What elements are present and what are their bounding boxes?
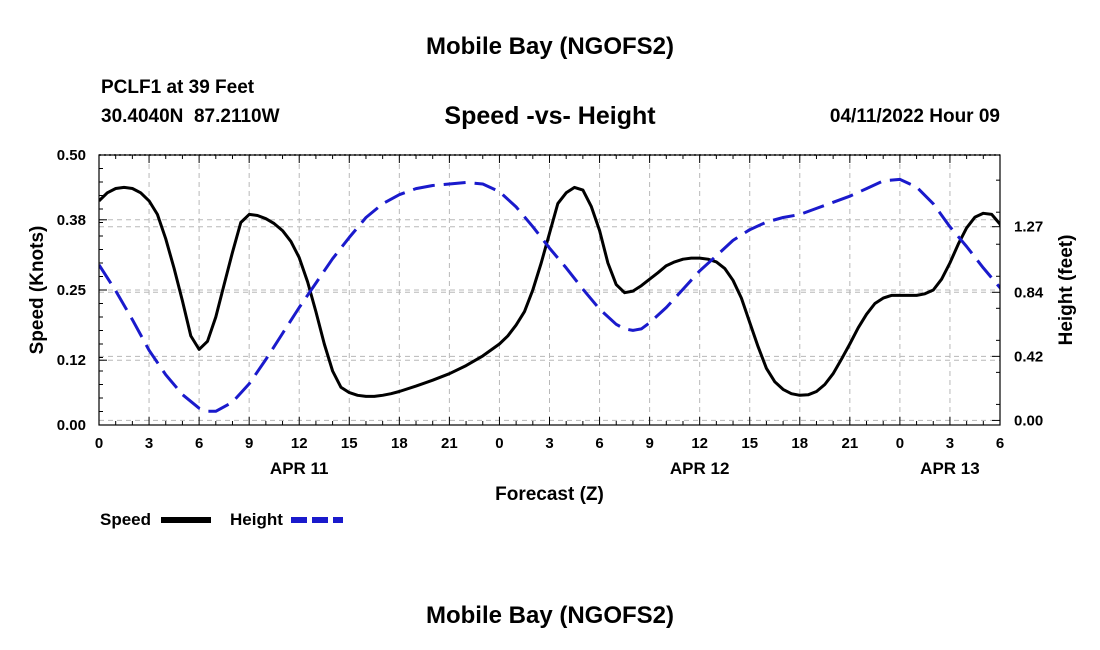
y2-tick-label: 0.42 bbox=[1014, 348, 1043, 365]
y2-tick-label: 1.27 bbox=[1014, 219, 1043, 236]
series-line-speed bbox=[99, 185, 1000, 398]
x-tick-label: 21 bbox=[441, 435, 458, 452]
x-tick-label: 6 bbox=[996, 435, 1004, 452]
x-tick-label: 6 bbox=[595, 435, 603, 452]
y-tick-label: 0.38 bbox=[57, 212, 86, 229]
axis-layer: 0 3 6 9 12 15 18 21 0 3 6 9 12 15 18 21 0 3 6 APR 11 APR 12 A… bbox=[57, 147, 1044, 478]
station-label: PCLF1 at 39 Feet bbox=[101, 77, 255, 98]
x-tick-label: 12 bbox=[691, 435, 708, 452]
x-tick-label: 12 bbox=[291, 435, 308, 452]
x-tick-label: 18 bbox=[391, 435, 408, 452]
legend-speed-label: Speed bbox=[100, 510, 151, 529]
grid-layer bbox=[99, 155, 1000, 425]
x-tick-label: 6 bbox=[195, 435, 203, 452]
y-axis-title: Speed (Knots) bbox=[27, 226, 48, 355]
series-line-height bbox=[99, 177, 1000, 413]
x-tick-label: 18 bbox=[791, 435, 808, 452]
x-tick-label: 9 bbox=[645, 435, 653, 452]
x-tick-label: 0 bbox=[495, 435, 503, 452]
x-tick-label: 15 bbox=[741, 435, 758, 452]
y-tick-label: 0.25 bbox=[57, 282, 86, 299]
x-tick-label: 0 bbox=[95, 435, 103, 452]
y-tick-label: 0.50 bbox=[57, 147, 86, 164]
date-label: APR 11 bbox=[270, 459, 329, 478]
y2-tick-label: 0.00 bbox=[1014, 412, 1043, 429]
x-tick-label: 3 bbox=[145, 435, 153, 452]
x-axis-title: Forecast (Z) bbox=[495, 484, 604, 505]
x-tick-label: 9 bbox=[245, 435, 253, 452]
y2-tick-label: 0.84 bbox=[1014, 284, 1044, 301]
x-tick-label: 3 bbox=[545, 435, 553, 452]
date-label: APR 13 bbox=[920, 459, 980, 478]
legend-height-label: Height bbox=[230, 510, 283, 529]
date-label: APR 12 bbox=[670, 459, 730, 478]
footer-title: Mobile Bay (NGOFS2) bbox=[425, 602, 675, 629]
chart-title: Mobile Bay (NGOFS2) bbox=[425, 33, 675, 60]
y2-axis-title: Height (feet) bbox=[1056, 235, 1077, 346]
x-tick-label: 0 bbox=[896, 435, 904, 452]
series-layer bbox=[99, 177, 1000, 413]
chart-subtitle: Speed -vs- Height bbox=[444, 102, 656, 130]
x-tick-label: 3 bbox=[946, 435, 954, 452]
legend: Speed Height bbox=[100, 510, 343, 529]
forecast-datetime: 04/11/2022 Hour 09 bbox=[829, 106, 1000, 127]
y-tick-label: 0.00 bbox=[57, 417, 86, 434]
station-coordinates: 30.4040N 87.2110W bbox=[101, 106, 280, 127]
x-tick-label: 21 bbox=[841, 435, 858, 452]
x-tick-label: 15 bbox=[341, 435, 358, 452]
y-tick-label: 0.12 bbox=[57, 352, 86, 369]
